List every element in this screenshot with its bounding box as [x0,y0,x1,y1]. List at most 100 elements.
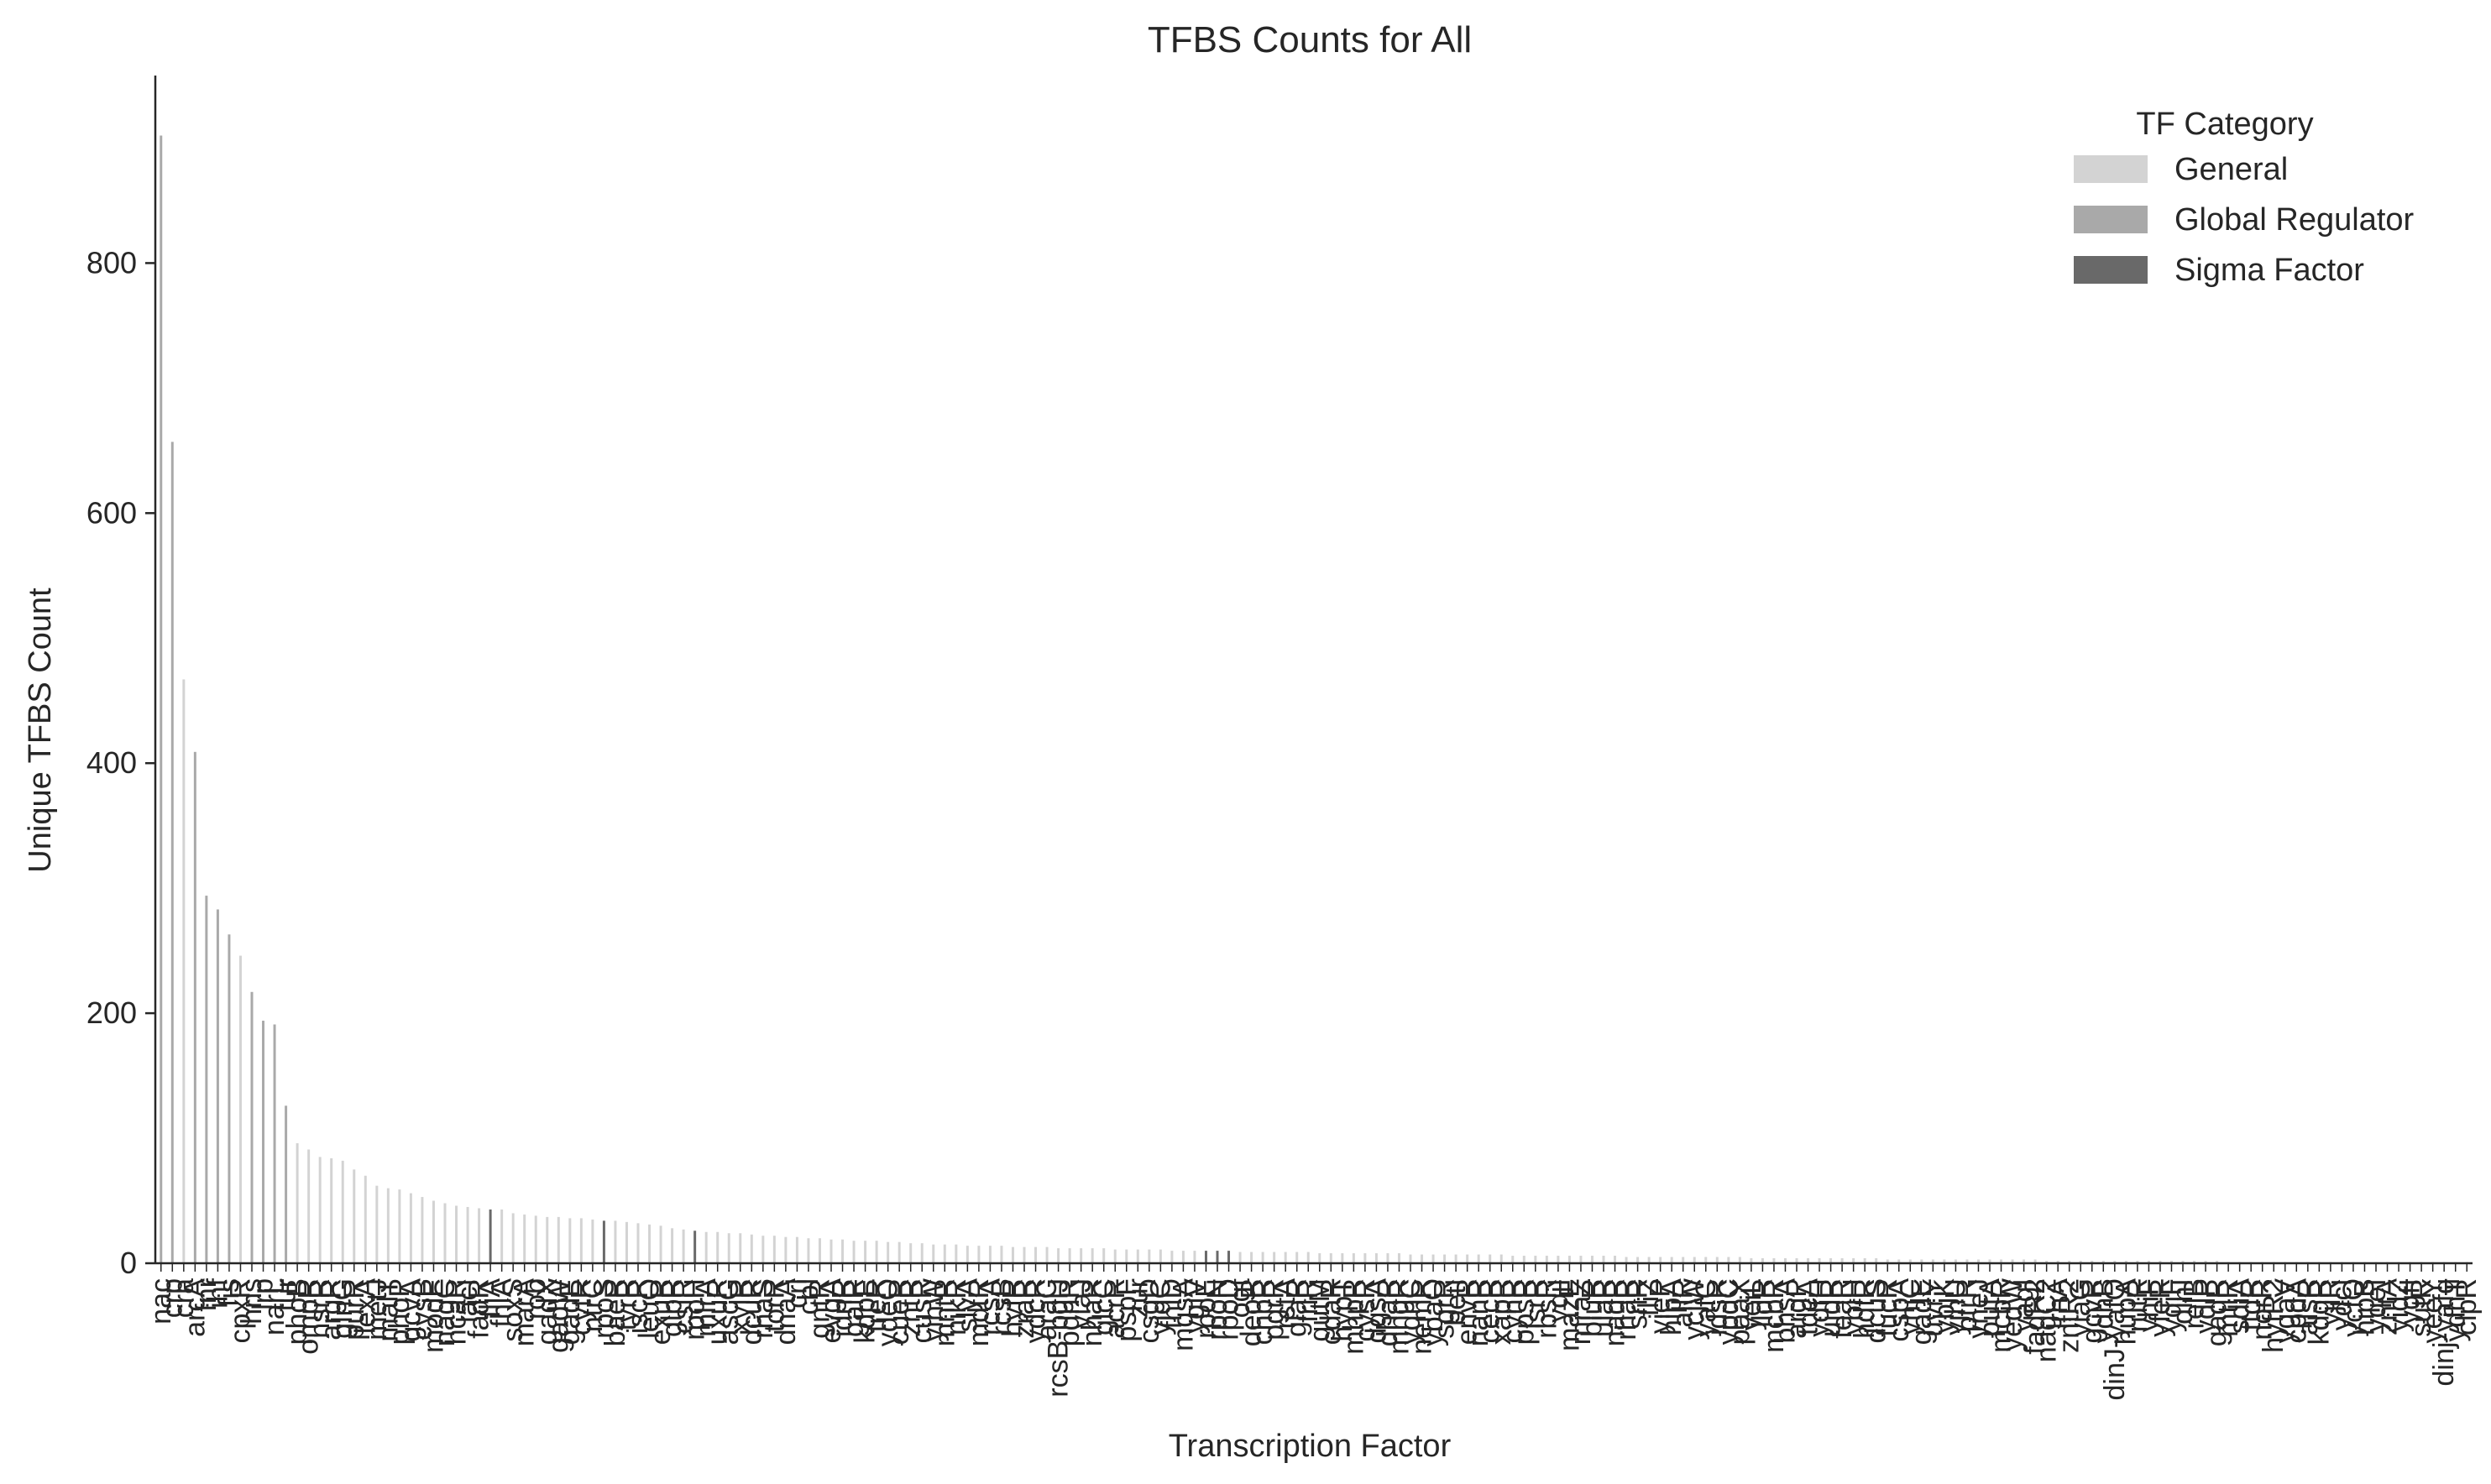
x-tick-label-nac: nac [145,1278,177,1325]
bar-yieP [1659,1257,1662,1263]
x-tick-label-gcvR: gcvR [2076,1278,2108,1343]
legend-label-global-regulator: Global Regulator [2174,202,2415,238]
x-tick-label-mazE: mazE [1553,1278,1585,1351]
x-tick-label-zntR2: zntR2 [2054,1278,2085,1353]
bar-csiR [682,1229,685,1263]
bar-ybaO [1431,1254,1435,1263]
x-tick-label-exuR: exuR [645,1278,677,1345]
x-tick-label-ydfH: ydfH [1803,1278,1835,1337]
bar-dcuR [750,1234,753,1263]
x-tick-label-deoR: deoR [1236,1278,1268,1346]
bar-ihf [216,909,219,1263]
x-tick-label-feaR: feaR [1826,1278,1858,1339]
x-tick-label-csiR: csiR [667,1278,699,1334]
bar-fadR [478,1208,481,1263]
bar-mngR [1397,1253,1400,1263]
x-tick-label-mdtR: mdtR [963,1278,995,1346]
x-tick-label-lsrR: lsrR [1520,1278,1552,1329]
x-tick-label-yafC: yafC [1690,1278,1722,1337]
bar-cspA [1897,1259,1901,1263]
x-tick-label-rcsB: rcsB [986,1278,1018,1335]
bar-gntR [818,1238,821,1263]
bar-fnr [205,896,208,1263]
bar-idnR [841,1239,845,1263]
x-tick-label-ompR: ompR [293,1278,325,1355]
bar-hypT [1341,1253,1344,1263]
x-tick-label-phoP: phoP [384,1278,416,1345]
bar-ydcR [1034,1246,1038,1263]
bar-fhlD [1170,1251,1174,1263]
bar-cysR [1363,1253,1367,1263]
x-tick-label-galR: galR [838,1278,870,1337]
x-tick-label-idnR: idnR [827,1278,859,1337]
x-tick-label-relB: relB [2179,1278,2211,1329]
x-tick-label-gadW: gadW [542,1278,574,1353]
x-tick-label-ascG: ascG [713,1278,745,1345]
x-tick-label-cpxR: cpxR [224,1278,256,1343]
x-tick-label-ygfI: ygfI [2394,1278,2426,1325]
bar-rcsB [1000,1246,1003,1263]
x-tick-label-nsrR: nsrR [304,1278,336,1339]
bar-zntR2 [2068,1261,2071,1263]
x-tick-label-putA: putA [1974,1278,2006,1337]
bar-uxuR [716,1231,720,1263]
x-tick-label-ygaV: ygaV [2269,1278,2301,1344]
bar-fhlA [500,1209,504,1263]
x-tick-label-ydeO: ydeO [872,1278,904,1346]
bar-feaR [1840,1258,1844,1263]
bar-hcaR [455,1205,458,1263]
bar-mraZ [1579,1256,1583,1263]
bar-envR [1466,1254,1469,1263]
bar-betI [1454,1254,1457,1263]
x-tick-label-yeeY: yeeY [2417,1278,2449,1344]
x-tick-label-uxuR: uxuR [702,1278,734,1345]
x-tick-label-zraR: zraR [1008,1278,1040,1339]
legend-swatch-global-regulator [2074,206,2148,233]
bar-fur [285,1105,288,1263]
x-tick-label-yfeR: yfeR [2144,1278,2176,1337]
x-tick-label-hipB: hipB [2348,1278,2380,1335]
x-tick-label-gadE: gadE [1906,1278,1938,1345]
x-tick-label-betI: betI [1440,1278,1472,1326]
x-tick-label-nagC2: nagC2 [2031,1278,2063,1362]
x-tick-label-ydcI: ydcI [2326,1278,2358,1330]
bar-fucR [1886,1259,1889,1263]
x-tick-label-hyfR: hyfR [997,1278,1028,1337]
bar-yhjC [1908,1259,1912,1263]
x-tick-label-mhpR: mhpR [1337,1278,1369,1355]
x-axis: naccrpcraarcAfnrihffiscpxRhnslrpnarLfurp… [145,1262,2483,1401]
y-tick-label-800: 800 [86,245,137,280]
bar-mntR [943,1244,946,1263]
x-tick-label-dnaA: dnaA [770,1278,802,1346]
bar-uidR [1829,1258,1833,1263]
x-tick-label-yidZ: yidZ [2383,1278,2415,1332]
x-tick-label-gcvA: gcvA [395,1278,427,1342]
bar-yfeR [2159,1261,2162,1263]
bar-nemR [1421,1254,1424,1263]
x-tick-label-xapR: xapR [1485,1278,1517,1345]
bar-allR [1682,1257,1685,1263]
bar-modE [432,1200,435,1263]
bar-phoP [398,1189,401,1263]
x-tick-label-baeR: baeR [599,1278,631,1346]
bar-yafC [1704,1257,1708,1263]
bar-rob [534,1215,537,1263]
bar-rbsR [1545,1256,1548,1263]
bar-hns [250,991,254,1263]
x-tick-label-slyA: slyA [951,1278,983,1333]
bar-nagC [443,1203,447,1263]
bar-arcA [193,751,196,1263]
bar-rutR [2136,1261,2139,1263]
x-tick-label-ycjW: ycjW [1678,1278,1710,1340]
x-tick-label-kdgR: kdgR [2303,1278,2335,1345]
x-tick-label-yjiR: yjiR [2315,1278,2347,1326]
bar-evgA [829,1239,833,1263]
bar-ypdC [1727,1257,1730,1263]
bar-zntR [909,1243,913,1263]
bar-rhaS [761,1236,765,1263]
x-tick-label-gadX: gadX [531,1278,563,1345]
x-tick-label-nanR: nanR [1463,1278,1494,1346]
x-tick-label-yneJ: yneJ [1962,1278,1994,1339]
bar-putA [1988,1259,1991,1263]
